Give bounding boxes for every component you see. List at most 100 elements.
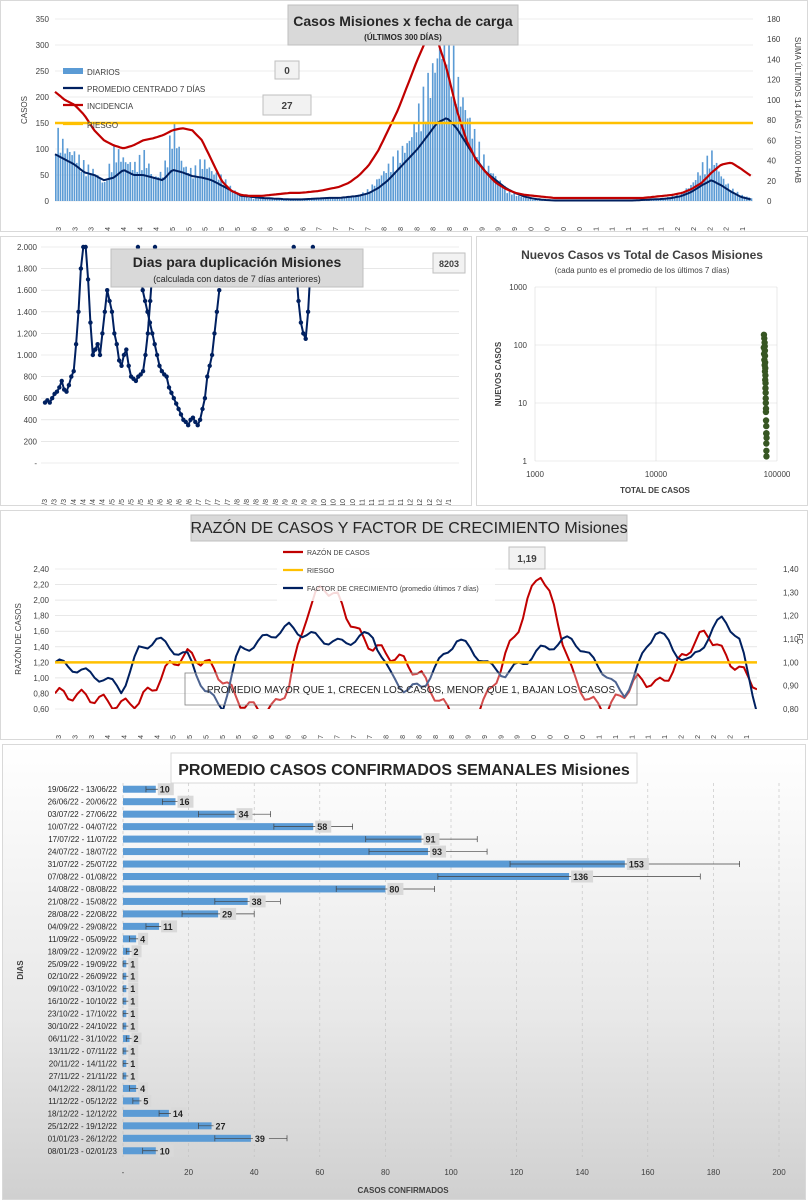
- x-tick-label: 17/5: [203, 735, 210, 739]
- y2-tick-label: 140: [767, 55, 781, 64]
- daily-bar: [322, 198, 325, 201]
- weekly-bar: [123, 922, 160, 930]
- doubling-point: [157, 363, 162, 368]
- value-label-bg: [131, 1032, 142, 1045]
- daily-bar: [292, 199, 294, 201]
- category-label: 11/09/22 - 05/09/22: [48, 935, 117, 944]
- daily-bar: [341, 197, 343, 201]
- doubling-point: [95, 342, 100, 347]
- annotation-value: 27: [281, 101, 293, 112]
- daily-bar: [436, 58, 439, 201]
- y2-tick-label: 0: [767, 197, 772, 206]
- chart-panel-doubling-days: - 200 400 600 800 1.000 1.200 1.400 1.600 1.800 2.…: [0, 236, 472, 506]
- category-label: 19/06/22 - 13/06/22: [48, 785, 118, 794]
- doubling-point: [100, 331, 105, 336]
- x-tick-label: 29/11: [662, 735, 669, 739]
- doubling-point: [214, 309, 220, 314]
- category-label: 04/12/22 - 28/11/22: [48, 1084, 117, 1093]
- daily-bar: [303, 199, 306, 201]
- daily-bar: [124, 162, 127, 201]
- x-tick-label: 26/4: [100, 499, 107, 505]
- daily-bar: [501, 187, 504, 201]
- annotation-value: 1,19: [517, 554, 537, 565]
- daily-bar: [371, 184, 374, 201]
- daily-bar: [189, 167, 192, 201]
- daily-bar: [287, 199, 290, 201]
- doubling-point: [305, 309, 311, 314]
- daily-bar: [55, 154, 57, 201]
- chart-title-box: [190, 514, 628, 542]
- category-label: 04/09/22 - 29/08/22: [48, 922, 118, 931]
- value-label-bg: [170, 1107, 187, 1120]
- x-tick-label: 18/10: [340, 499, 347, 505]
- category-label: 17/07/22 - 11/07/22: [48, 835, 117, 844]
- value-label-bg: [571, 870, 594, 883]
- x-tick-label: 20/9: [496, 227, 503, 231]
- x-tick-label: 26/7: [367, 735, 374, 739]
- doubling-point: [183, 419, 188, 425]
- chart-title-line: Casos Misiones x fecha de carga: [293, 13, 513, 29]
- y-tick-label: 1.600: [17, 286, 38, 295]
- x-tick-label: 12/7: [334, 735, 341, 739]
- daily-bar: [506, 193, 509, 201]
- doubling-point: [152, 244, 158, 250]
- category-label: 14/08/22 - 08/08/22: [48, 885, 118, 894]
- daily-bar: [720, 176, 723, 201]
- daily-bar: [536, 200, 539, 201]
- value-label: 11: [163, 922, 173, 932]
- x-tick-label: 60: [315, 1168, 324, 1177]
- doubling-point: [193, 419, 198, 425]
- daily-bar: [129, 162, 132, 201]
- daily-bar: [255, 197, 257, 201]
- doubling-point: [66, 383, 72, 388]
- x-tick-label: 31/5: [235, 227, 242, 231]
- x-tick-label: 1/11: [597, 735, 604, 739]
- daily-bar: [257, 198, 260, 201]
- x-tick-label: 29/3: [89, 227, 96, 231]
- daily-bar: [203, 159, 206, 201]
- x-tick-label: 10000: [645, 470, 668, 479]
- daily-bar: [469, 117, 471, 201]
- daily-bar: [152, 176, 155, 201]
- legend-label: PROMEDIO CENTRADO 7 DÍAS: [87, 85, 205, 94]
- x-tick-label: 22/11: [388, 499, 395, 505]
- x-tick-label: 21/6: [177, 499, 184, 505]
- daily-bar: [338, 198, 341, 201]
- doubling-point: [116, 358, 122, 363]
- weekly-bar: [123, 823, 314, 831]
- x-tick-label: 10/5: [186, 227, 193, 231]
- daily-bar: [150, 174, 153, 201]
- daily-bar: [185, 166, 187, 201]
- chart-panel-scatter: Nuevos Casos vs Total de Casos Misiones (…: [476, 236, 808, 506]
- y2-tick-label: 20: [767, 177, 776, 186]
- x-tick-label: 13/9: [479, 227, 486, 231]
- weekly-bar: [123, 835, 422, 843]
- daily-bar: [61, 138, 64, 201]
- doubling-point: [195, 423, 200, 428]
- chart-panel-weekly-average: PROMEDIO CASOS CONFIRMADOS SEMANALES Mis…: [2, 744, 806, 1200]
- daily-bar: [82, 160, 85, 201]
- scatter-point: [762, 389, 769, 396]
- value-label: 153: [629, 860, 644, 870]
- x-tick-label: 13/12: [691, 227, 698, 231]
- annotation-box: [262, 94, 312, 116]
- daily-bar: [66, 148, 69, 201]
- x-tick-label: 20/12: [711, 735, 718, 739]
- doubling-point: [159, 369, 165, 374]
- x-tick-label: 22/11: [642, 227, 649, 231]
- daily-bar: [73, 151, 76, 201]
- y-tick-label: 350: [36, 15, 50, 24]
- y-tick-label: 200: [24, 437, 38, 446]
- y2-tick-label: 1,00: [783, 658, 799, 667]
- daily-bar: [466, 118, 469, 201]
- value-label-bg: [128, 982, 139, 995]
- scatter-point: [762, 376, 769, 384]
- doubling-point: [83, 244, 88, 250]
- annotation-box: [274, 60, 300, 80]
- x-tick-label: 20/9: [302, 499, 309, 505]
- x-tick-label: 26/7: [365, 227, 372, 231]
- doubling-point: [301, 331, 306, 336]
- x-tick-label: 16/8: [254, 499, 261, 505]
- daily-bar: [527, 198, 529, 201]
- x-tick-label: 24/5: [138, 499, 145, 505]
